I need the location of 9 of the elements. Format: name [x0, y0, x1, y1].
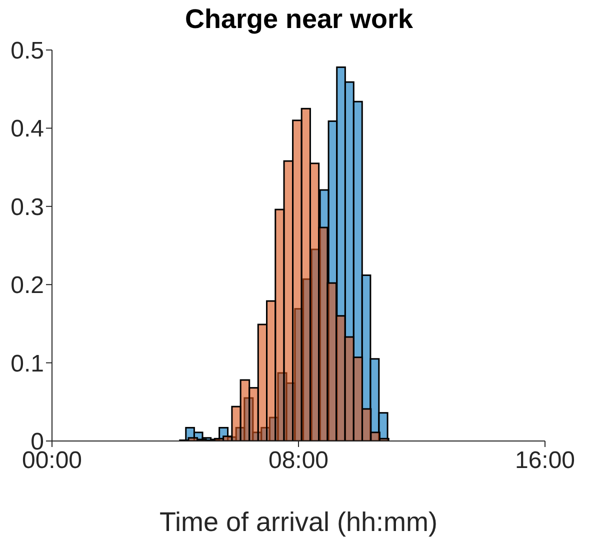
- y-tick-label: 0.2: [10, 272, 44, 300]
- x-tick-label: 16:00: [514, 447, 576, 474]
- chart-title: Charge near work: [184, 4, 414, 35]
- y-tick-label: 0.3: [10, 194, 44, 221]
- x-axis-title: Time of arrival (hh:mm): [159, 507, 438, 537]
- y-tick-label: 0.1: [10, 350, 44, 378]
- y-tick-label: 0.5: [10, 38, 44, 65]
- y-tick-label: 0.4: [10, 116, 44, 143]
- x-tick-label: 08:00: [268, 447, 329, 474]
